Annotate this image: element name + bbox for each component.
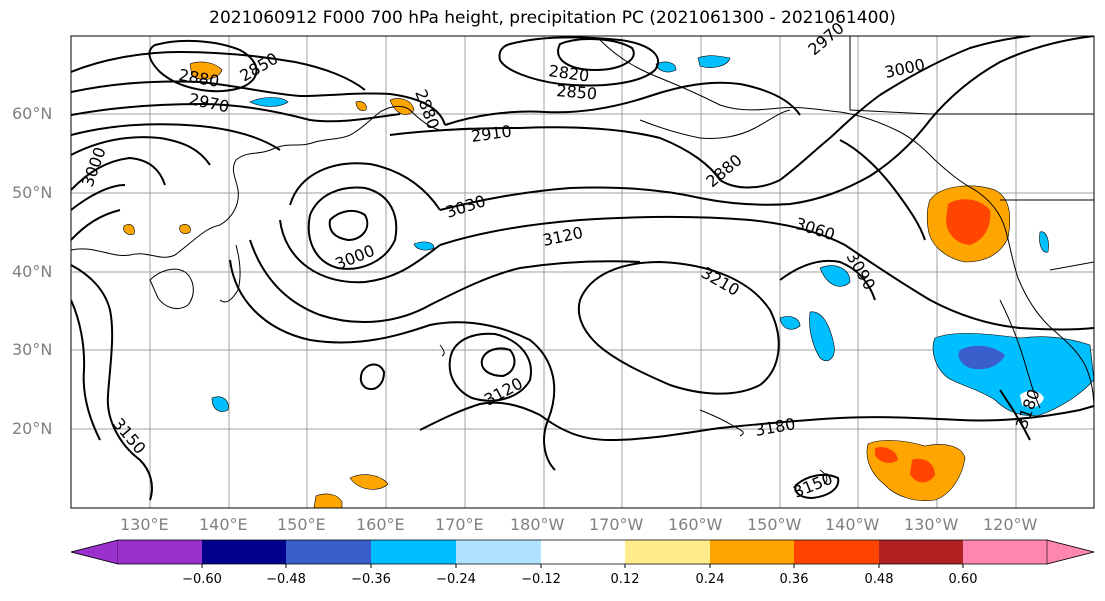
colorbar-tick-label: −0.60 — [182, 572, 222, 587]
colorbar-tick-label: −0.36 — [351, 572, 391, 587]
colorbar-swatch — [286, 540, 371, 564]
colorbar-tick-label: 0.60 — [948, 572, 978, 587]
colorbar-swatch — [202, 540, 286, 564]
lat-label: 40°N — [12, 262, 53, 281]
lon-label: 140°W — [825, 515, 880, 534]
lat-label: 50°N — [12, 183, 53, 202]
colorbar-swatch — [371, 540, 456, 564]
lon-label: 160°E — [356, 515, 405, 534]
lon-label: 170°E — [435, 515, 484, 534]
lon-label: 140°E — [199, 515, 248, 534]
colorbar-tick-label: −0.24 — [436, 572, 476, 587]
lon-label: 130°E — [120, 515, 169, 534]
colorbar-swatch — [625, 540, 710, 564]
colorbar-swatch — [541, 540, 625, 564]
colorbar-swatch — [118, 540, 202, 564]
colorbar-tick-label: 0.12 — [610, 572, 640, 587]
lon-label: 120°W — [983, 515, 1038, 534]
lon-label: 160°W — [668, 515, 723, 534]
colorbar-swatch — [963, 540, 1047, 564]
precipitation-shading — [123, 55, 1094, 508]
lat-label: 20°N — [12, 419, 53, 438]
lat-label: 30°N — [12, 340, 53, 359]
colorbar-swatch — [879, 540, 963, 564]
colorbar-swatch — [794, 540, 879, 564]
colorbar — [70, 539, 1095, 568]
height-contours — [71, 36, 1094, 501]
colorbar-tick-label: 0.48 — [864, 572, 894, 587]
colorbar-swatch — [710, 540, 794, 564]
colorbar-swatch — [456, 540, 541, 564]
colorbar-tick-label: −0.12 — [521, 572, 561, 587]
lon-label: 170°W — [589, 515, 644, 534]
colorbar-tick-label: 0.24 — [695, 572, 725, 587]
chart-title: 2021060912 F000 700 hPa height, precipit… — [209, 8, 896, 28]
lat-label: 60°N — [12, 104, 53, 123]
colorbar-extend-low — [70, 539, 119, 565]
lon-label: 180°W — [510, 515, 565, 534]
colorbar-extend-high — [1046, 539, 1095, 565]
lon-label: 130°W — [904, 515, 959, 534]
lon-label: 150°W — [747, 515, 802, 534]
lon-label: 150°E — [277, 515, 326, 534]
contour-label: 2850 — [556, 81, 598, 103]
map-frame — [70, 35, 1095, 509]
colorbar-tick-label: 0.36 — [779, 572, 809, 587]
colorbar-tick-label: −0.48 — [266, 572, 306, 587]
